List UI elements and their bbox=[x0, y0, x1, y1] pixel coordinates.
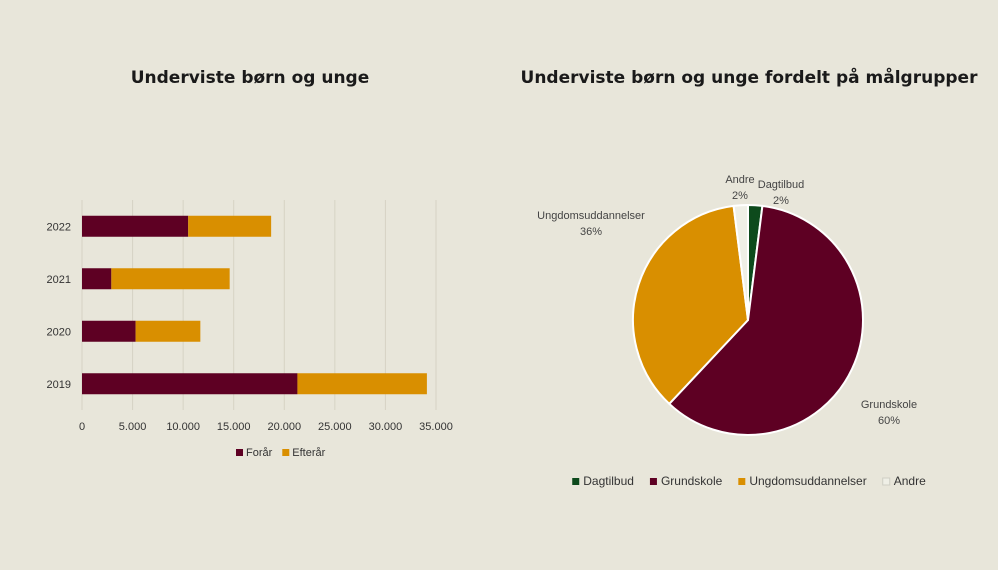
pie-data-label: Ungdomsuddannelser bbox=[537, 210, 645, 222]
bar-efterår-2022 bbox=[188, 215, 272, 237]
legend-label: Andre bbox=[894, 474, 926, 488]
x-tick-label: 5.000 bbox=[119, 421, 147, 433]
x-tick-label: 25.000 bbox=[318, 421, 352, 433]
bar-efterår-2019 bbox=[297, 373, 427, 395]
x-tick-label: 30.000 bbox=[369, 421, 403, 433]
pie-data-percent: 2% bbox=[773, 195, 789, 207]
bar-forår-2021 bbox=[82, 268, 112, 290]
bar-forår-2022 bbox=[82, 215, 189, 237]
legend-label: Forår bbox=[246, 447, 273, 459]
pie-data-percent: 2% bbox=[732, 190, 748, 202]
legend-swatch bbox=[236, 449, 243, 456]
bar-efterår-2021 bbox=[111, 268, 230, 290]
legend-swatch bbox=[282, 449, 290, 456]
pie-slice-ungdomsuddannelser bbox=[632, 204, 749, 405]
legend-swatch bbox=[572, 478, 580, 485]
bar-forår-2019 bbox=[82, 373, 298, 395]
pie-legend: Dagtilbud Grundskole Ungdomsuddannelser And… bbox=[572, 474, 926, 488]
pie-data-percent: 36% bbox=[580, 226, 602, 238]
legend-label: Grundskole bbox=[661, 474, 723, 488]
pie-data-label: Grundskole bbox=[861, 399, 917, 411]
legend-label: Ungdomsuddannelser bbox=[749, 474, 866, 488]
y-category-label: 2022 bbox=[47, 221, 71, 233]
legend-label: Efterår bbox=[292, 447, 325, 459]
x-tick-label: 15.000 bbox=[217, 421, 251, 433]
bar-chart-title: Underviste børn og unge bbox=[130, 68, 370, 88]
bar-forår-2020 bbox=[82, 320, 136, 342]
pie-slice-grundskole bbox=[668, 204, 864, 436]
legend-label: Dagtilbud bbox=[583, 474, 634, 488]
legend-swatch bbox=[882, 477, 891, 486]
bar-efterår-2020 bbox=[135, 320, 201, 342]
legend-swatch bbox=[738, 478, 746, 485]
x-tick-label: 0 bbox=[79, 421, 85, 433]
pie-chart-title: Underviste børn og unge fordelt på målgr… bbox=[520, 68, 978, 88]
x-tick-label: 10.000 bbox=[166, 421, 200, 433]
y-category-label: 2020 bbox=[47, 326, 71, 338]
legend-swatch bbox=[649, 478, 657, 485]
y-category-label: 2021 bbox=[47, 274, 71, 286]
y-category-label: 2019 bbox=[47, 379, 71, 391]
pie-slice-andre bbox=[732, 204, 749, 321]
x-tick-label: 35.000 bbox=[419, 421, 453, 433]
pie-data-label: Dagtilbud bbox=[758, 179, 804, 191]
x-tick-label: 20.000 bbox=[267, 421, 301, 433]
pie-data-percent: 60% bbox=[878, 415, 900, 427]
pie-data-label: Andre bbox=[725, 174, 754, 186]
